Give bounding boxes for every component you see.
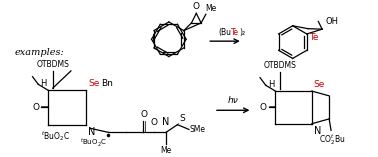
Text: N: N (88, 127, 96, 137)
Text: O: O (32, 103, 39, 112)
Text: )₂: )₂ (239, 28, 246, 37)
Text: OTBDMS: OTBDMS (264, 61, 297, 70)
Text: H: H (268, 80, 274, 89)
Text: N: N (162, 117, 170, 127)
Text: $^t$BuO$_2$C: $^t$BuO$_2$C (80, 137, 107, 149)
Text: $^t$BuO$_2$C: $^t$BuO$_2$C (41, 130, 70, 143)
Text: hν: hν (228, 95, 239, 105)
Text: Me: Me (205, 4, 216, 13)
Text: Te: Te (231, 28, 239, 37)
Text: Me: Me (160, 146, 172, 155)
Text: examples:: examples: (14, 48, 64, 57)
Text: H: H (40, 79, 47, 88)
Text: O: O (193, 2, 200, 11)
Text: I: I (152, 34, 155, 44)
Text: OTBDMS: OTBDMS (36, 60, 69, 69)
Text: SMe: SMe (190, 125, 206, 134)
Text: O: O (151, 118, 158, 127)
Text: Bn: Bn (101, 79, 113, 88)
Text: (Bu: (Bu (219, 28, 232, 37)
Text: O: O (140, 110, 147, 119)
Text: Te: Te (309, 32, 319, 41)
Text: CO$_2^t$Bu: CO$_2^t$Bu (319, 132, 345, 147)
Text: O: O (260, 103, 267, 112)
Text: Se: Se (314, 80, 325, 89)
Text: S: S (180, 114, 185, 123)
Text: OH: OH (325, 17, 338, 26)
Text: Se: Se (88, 79, 99, 88)
Text: N: N (314, 126, 321, 136)
